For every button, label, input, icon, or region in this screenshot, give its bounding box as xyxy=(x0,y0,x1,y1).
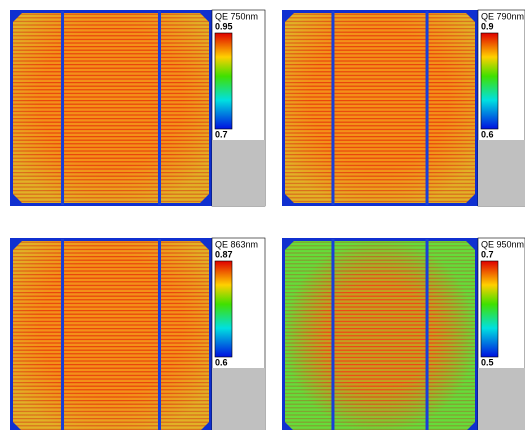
colorbar-max: 0.9 xyxy=(481,21,494,31)
colorbar xyxy=(481,33,498,129)
colorbar-label: QE 790nm xyxy=(481,11,524,21)
busbar xyxy=(158,11,161,205)
colorbar-label: QE 863nm xyxy=(215,239,258,249)
busbar xyxy=(61,11,64,205)
colorbar-max: 0.95 xyxy=(215,21,233,31)
colorbar xyxy=(215,261,232,357)
cell-shading xyxy=(285,241,475,430)
cell-shading xyxy=(285,13,475,203)
colorbar-min: 0.7 xyxy=(215,129,228,139)
colorbar xyxy=(215,33,232,129)
colorbar-gray xyxy=(212,368,265,430)
busbar xyxy=(331,11,334,205)
colorbar-gray xyxy=(478,368,525,430)
colorbar-min: 0.5 xyxy=(481,357,494,367)
busbar xyxy=(426,239,429,430)
colorbar-label: QE 950nm xyxy=(481,239,524,249)
colorbar-label: QE 750nm xyxy=(215,11,258,21)
cell-shading xyxy=(13,241,209,430)
colorbar-min: 0.6 xyxy=(481,129,494,139)
busbar xyxy=(426,11,429,205)
cell-shading xyxy=(13,13,209,203)
colorbar-min: 0.6 xyxy=(215,357,228,367)
colorbar-gray xyxy=(478,140,525,206)
colorbar-gray xyxy=(212,140,265,206)
figure: QE 750nm0.950.7QE 790nm0.90.6QE 863nm0.8… xyxy=(0,0,525,430)
colorbar-max: 0.87 xyxy=(215,249,233,259)
busbar xyxy=(61,239,64,430)
colorbar xyxy=(481,261,498,357)
busbar xyxy=(331,239,334,430)
colorbar-max: 0.7 xyxy=(481,249,494,259)
busbar xyxy=(158,239,161,430)
